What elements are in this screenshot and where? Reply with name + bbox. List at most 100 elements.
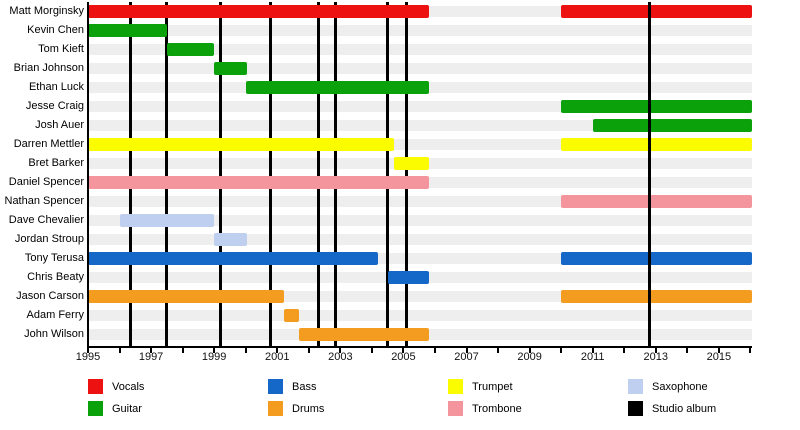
x-tick-label: 2007 — [454, 350, 479, 363]
member-label: Jordan Stroup — [14, 233, 84, 246]
x-tick-label: 2009 — [517, 350, 542, 363]
row-stripe — [88, 234, 752, 246]
legend-color-chip — [88, 401, 103, 416]
legend-label: Studio album — [652, 403, 717, 415]
row-stripe — [88, 253, 752, 265]
x-axis-tick — [370, 347, 373, 353]
studio-album-line — [218, 2, 222, 346]
x-axis-tick — [528, 347, 531, 353]
legend-label: Drums — [292, 403, 325, 415]
legend-item-bass: Bass — [268, 379, 438, 395]
legend-item-guitar: Guitar — [88, 401, 258, 417]
timeline-bar — [592, 119, 752, 133]
timeline-bar — [214, 233, 248, 247]
timeline-bar — [561, 290, 752, 304]
x-axis-tick — [623, 347, 626, 353]
legend-color-chip — [268, 401, 283, 416]
x-axis-tick — [433, 347, 436, 353]
x-tick-label: 2005 — [391, 350, 416, 363]
x-tick-label: 1997 — [138, 350, 164, 363]
x-axis-tick — [118, 347, 121, 353]
legend-color-chip — [268, 379, 283, 394]
studio-album-line — [165, 2, 169, 346]
x-axis-tick — [591, 347, 594, 353]
x-axis-tick — [654, 347, 657, 353]
x-tick-label: 2013 — [643, 350, 669, 363]
member-label: Daniel Spencer — [8, 176, 84, 189]
timeline-bar — [245, 81, 429, 95]
timeline-bar — [88, 252, 379, 266]
x-axis-tick — [244, 347, 247, 353]
legend-item-saxophone: Saxophone — [628, 379, 798, 395]
timeline-bar — [561, 195, 752, 209]
member-label: Nathan Spencer — [4, 195, 85, 208]
member-label: Tony Terusa — [24, 252, 84, 265]
timeline-bar — [393, 157, 429, 171]
x-axis-tick — [181, 347, 184, 353]
studio-album-line — [405, 2, 409, 346]
row-stripe — [88, 25, 752, 37]
legend-item-trumpet: Trumpet — [448, 379, 618, 395]
timeline-bar — [561, 100, 752, 114]
member-label: Kevin Chen — [27, 24, 84, 37]
member-label: Josh Auer — [35, 119, 84, 132]
row-stripe — [88, 101, 752, 113]
x-axis-tick — [686, 347, 689, 353]
row-stripe — [88, 196, 752, 208]
x-axis-tick — [717, 347, 720, 353]
y-axis-line — [87, 2, 89, 348]
x-tick-label: 2001 — [265, 350, 290, 363]
legend-label: Saxophone — [652, 381, 708, 393]
x-tick-label: 1999 — [201, 350, 227, 363]
legend-label: Bass — [292, 381, 317, 393]
member-label: Jesse Craig — [25, 100, 84, 113]
row-stripe — [88, 120, 752, 132]
member-label: Bret Barker — [28, 157, 84, 170]
legend-item-studio-album: Studio album — [628, 401, 798, 417]
legend-label: Guitar — [112, 403, 142, 415]
member-label: Darren Mettler — [13, 138, 84, 151]
row-stripe — [88, 139, 752, 151]
member-label: John Wilson — [24, 328, 84, 341]
legend-item-drums: Drums — [268, 401, 438, 417]
x-axis-tick — [87, 347, 89, 353]
studio-album-line — [269, 2, 273, 346]
timeline-bar — [561, 5, 752, 18]
x-tick-label: 1995 — [75, 350, 101, 363]
timeline-bar — [214, 62, 248, 76]
x-axis-tick — [213, 347, 216, 353]
x-tick-label: 2003 — [328, 350, 353, 363]
timeline-bar — [299, 328, 429, 342]
legend-color-chip — [448, 401, 463, 416]
member-label: Brian Johnson — [13, 62, 84, 75]
studio-album-line — [334, 2, 338, 346]
timeline-bar — [88, 5, 429, 18]
studio-album-line — [386, 2, 390, 346]
legend-label: Trombone — [472, 403, 522, 415]
x-axis-tick — [307, 347, 310, 353]
x-axis-tick — [402, 347, 405, 353]
x-axis-tick — [465, 347, 468, 353]
timeline-bar — [387, 271, 429, 285]
member-label: Ethan Luck — [28, 81, 84, 94]
legend-item-trombone: Trombone — [448, 401, 618, 417]
x-axis-baseline — [87, 345, 752, 348]
member-label: Jason Carson — [16, 290, 84, 303]
member-label: Dave Chevalier — [8, 214, 84, 227]
studio-album-line — [316, 2, 320, 346]
timeline-bar — [283, 309, 300, 323]
row-stripe — [88, 63, 752, 75]
x-axis-tick — [276, 347, 279, 353]
legend-label: Vocals — [112, 381, 145, 393]
member-label: Tom Kieft — [38, 43, 84, 56]
x-axis-tick — [497, 347, 500, 353]
studio-album-line — [647, 2, 651, 346]
member-label: Matt Morginsky — [9, 5, 84, 17]
timeline-bar — [88, 138, 394, 152]
legend-item-vocals: Vocals — [88, 379, 258, 395]
timeline-bar — [561, 252, 752, 266]
x-axis-tick — [749, 347, 752, 353]
legend-color-chip — [628, 401, 643, 416]
legend-label: Trumpet — [472, 381, 513, 393]
